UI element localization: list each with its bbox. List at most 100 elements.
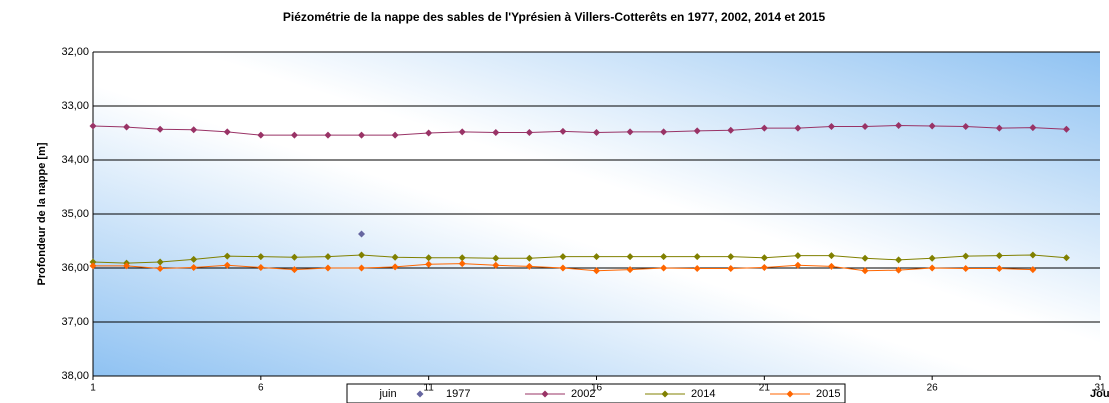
data-point bbox=[525, 262, 533, 270]
data-point bbox=[1029, 124, 1037, 132]
data-point bbox=[1029, 251, 1037, 259]
y-tick-label: 32,00 bbox=[61, 46, 89, 58]
data-point bbox=[660, 128, 668, 136]
y-tick-label: 37,00 bbox=[61, 316, 89, 328]
data-point bbox=[190, 263, 198, 271]
data-point bbox=[324, 131, 332, 139]
x-tick-label: 1 bbox=[90, 383, 96, 394]
data-point bbox=[693, 127, 701, 135]
data-point bbox=[727, 253, 735, 261]
data-point bbox=[458, 260, 466, 268]
data-point bbox=[727, 126, 735, 134]
data-point bbox=[492, 261, 500, 269]
data-point bbox=[358, 264, 366, 272]
x-tick-label: 26 bbox=[927, 383, 939, 394]
data-point bbox=[760, 124, 768, 132]
x-tick-label: 6 bbox=[258, 383, 264, 394]
data-point bbox=[727, 265, 735, 273]
data-point bbox=[559, 127, 567, 135]
x-tick-label: 11 bbox=[423, 383, 434, 394]
data-point bbox=[1062, 254, 1070, 262]
legend-label: 2014 bbox=[691, 388, 715, 400]
data-point bbox=[89, 122, 97, 130]
data-point bbox=[660, 253, 668, 261]
data-point bbox=[962, 265, 970, 273]
data-point bbox=[794, 261, 802, 269]
data-point bbox=[492, 128, 500, 136]
chart-title: Piézométrie de la nappe des sables de l'… bbox=[283, 10, 826, 24]
data-point bbox=[156, 258, 164, 266]
legend-marker bbox=[541, 390, 549, 398]
data-point bbox=[358, 251, 366, 259]
y-tick-label: 35,00 bbox=[61, 208, 89, 220]
data-point bbox=[794, 124, 802, 132]
y-tick-label: 36,00 bbox=[61, 262, 89, 274]
data-point bbox=[257, 131, 265, 139]
legend-label: 2002 bbox=[571, 388, 595, 400]
data-point bbox=[928, 254, 936, 262]
data-point bbox=[861, 254, 869, 262]
x-tick-label: 16 bbox=[591, 383, 603, 394]
data-point bbox=[156, 125, 164, 133]
data-point bbox=[895, 121, 903, 129]
y-tick-label: 38,00 bbox=[61, 370, 89, 382]
data-point bbox=[827, 262, 835, 270]
data-point bbox=[425, 129, 433, 137]
data-point bbox=[626, 266, 634, 274]
data-point bbox=[458, 254, 466, 262]
data-point bbox=[928, 264, 936, 272]
data-point bbox=[928, 122, 936, 130]
data-point bbox=[660, 264, 668, 272]
legend-marker bbox=[786, 390, 794, 398]
data-point bbox=[123, 262, 131, 270]
y-tick-label: 34,00 bbox=[61, 154, 89, 166]
data-point bbox=[962, 123, 970, 131]
legend-title: juin bbox=[378, 388, 396, 400]
data-point bbox=[324, 253, 332, 261]
series-line bbox=[92, 124, 1067, 136]
data-point bbox=[827, 252, 835, 260]
data-point bbox=[257, 253, 265, 261]
legend bbox=[346, 383, 846, 403]
data-point bbox=[223, 261, 231, 269]
y-tick-label: 33,00 bbox=[61, 100, 89, 112]
data-point bbox=[89, 258, 97, 266]
data-point bbox=[425, 260, 433, 268]
data-point bbox=[861, 267, 869, 275]
data-point bbox=[593, 267, 600, 275]
data-point bbox=[995, 252, 1003, 260]
data-point bbox=[156, 265, 164, 273]
data-point bbox=[391, 131, 399, 139]
data-point bbox=[895, 266, 903, 274]
x-tick-label: 31 bbox=[1094, 383, 1106, 394]
data-point bbox=[995, 265, 1003, 273]
x-tick-label: 21 bbox=[759, 383, 771, 394]
data-point bbox=[693, 253, 701, 261]
data-point bbox=[358, 230, 366, 238]
data-point bbox=[559, 264, 567, 272]
data-point bbox=[760, 254, 768, 262]
data-point bbox=[626, 253, 634, 261]
data-point bbox=[962, 252, 970, 260]
data-point bbox=[593, 128, 600, 136]
legend-label: 2015 bbox=[816, 388, 840, 400]
data-point bbox=[995, 124, 1003, 132]
data-point bbox=[425, 254, 433, 262]
data-point bbox=[827, 123, 835, 131]
data-point bbox=[1062, 125, 1070, 133]
data-point bbox=[290, 253, 298, 261]
legend-marker bbox=[661, 390, 669, 398]
data-point bbox=[290, 131, 298, 139]
data-point bbox=[190, 126, 198, 134]
data-point bbox=[358, 131, 366, 139]
data-point bbox=[760, 263, 768, 271]
series-line bbox=[92, 254, 1067, 264]
data-point bbox=[492, 254, 500, 262]
data-point bbox=[895, 256, 903, 264]
data-point bbox=[525, 128, 533, 136]
data-point bbox=[626, 128, 634, 136]
data-point bbox=[525, 254, 533, 262]
data-point bbox=[123, 123, 131, 131]
data-point bbox=[391, 263, 399, 271]
